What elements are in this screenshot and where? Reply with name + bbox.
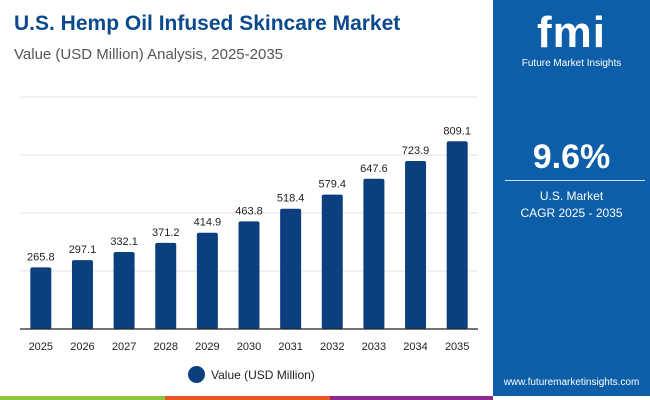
bar-2028 [155,242,177,329]
x-tick-2035: 2035 [445,341,469,353]
bar-2034 [405,161,427,329]
cagr-label: CAGR 2025 - 2035 [520,206,623,220]
chart-title: U.S. Hemp Oil Infused Skincare Market [14,12,401,35]
bar-2032 [321,194,343,329]
data-label-2031: 518.4 [277,193,305,205]
legend-swatch [188,366,205,383]
website-link[interactable]: www.futuremarketinsights.com [503,377,640,388]
data-label-2029: 414.9 [194,217,222,229]
x-tick-2034: 2034 [403,341,427,353]
fmi-logo: fmi Future Market Insights [493,8,650,69]
divider [505,180,645,181]
data-label-2028: 371.2 [152,227,180,239]
bar-2031 [280,208,302,329]
bar-2027 [113,251,135,329]
data-label-2030: 463.8 [235,205,263,217]
bar-2030 [238,221,260,329]
bar-2033 [363,178,385,329]
bar-2029 [196,232,218,329]
x-tick-2029: 2029 [195,341,219,353]
x-tick-2030: 2030 [237,341,261,353]
bar-2025 [30,267,52,329]
bar-2026 [71,260,93,329]
data-label-2033: 647.6 [360,163,388,175]
bar-chart: 265.8 2025 297.1 2026 332.1 2027 371.2 2028 414.… [20,96,478,353]
info-panel: fmi Future Market Insights 9.6% U.S. Mar… [493,0,650,396]
x-tick-2032: 2032 [320,341,344,353]
stripe-purple [330,396,493,400]
chart-subtitle: Value (USD Million) Analysis, 2025-2035 [14,46,284,63]
data-label-2026: 297.1 [69,244,97,256]
legend-label: Value (USD Million) [211,367,315,382]
data-label-2035: 809.1 [443,125,471,137]
market-label: U.S. Market [539,189,604,203]
stripe-green [0,396,165,400]
brand-name: Future Market Insights [521,58,622,69]
cagr-value: 9.6% [532,138,611,176]
x-tick-2025: 2025 [29,341,53,353]
x-tick-2027: 2027 [112,341,136,353]
data-label-2034: 723.9 [402,145,430,157]
x-tick-2026: 2026 [70,341,94,353]
stripe-orange [165,396,330,400]
data-label-2032: 579.4 [319,179,347,191]
x-tick-2033: 2033 [362,341,386,353]
legend: Value (USD Million) [188,366,315,383]
logo-mark: fmi [537,8,606,57]
bar-2035 [446,141,468,329]
data-label-2027: 332.1 [110,236,138,248]
x-tick-2031: 2031 [278,341,302,353]
x-tick-2028: 2028 [153,341,177,353]
data-label-2025: 265.8 [27,251,55,263]
